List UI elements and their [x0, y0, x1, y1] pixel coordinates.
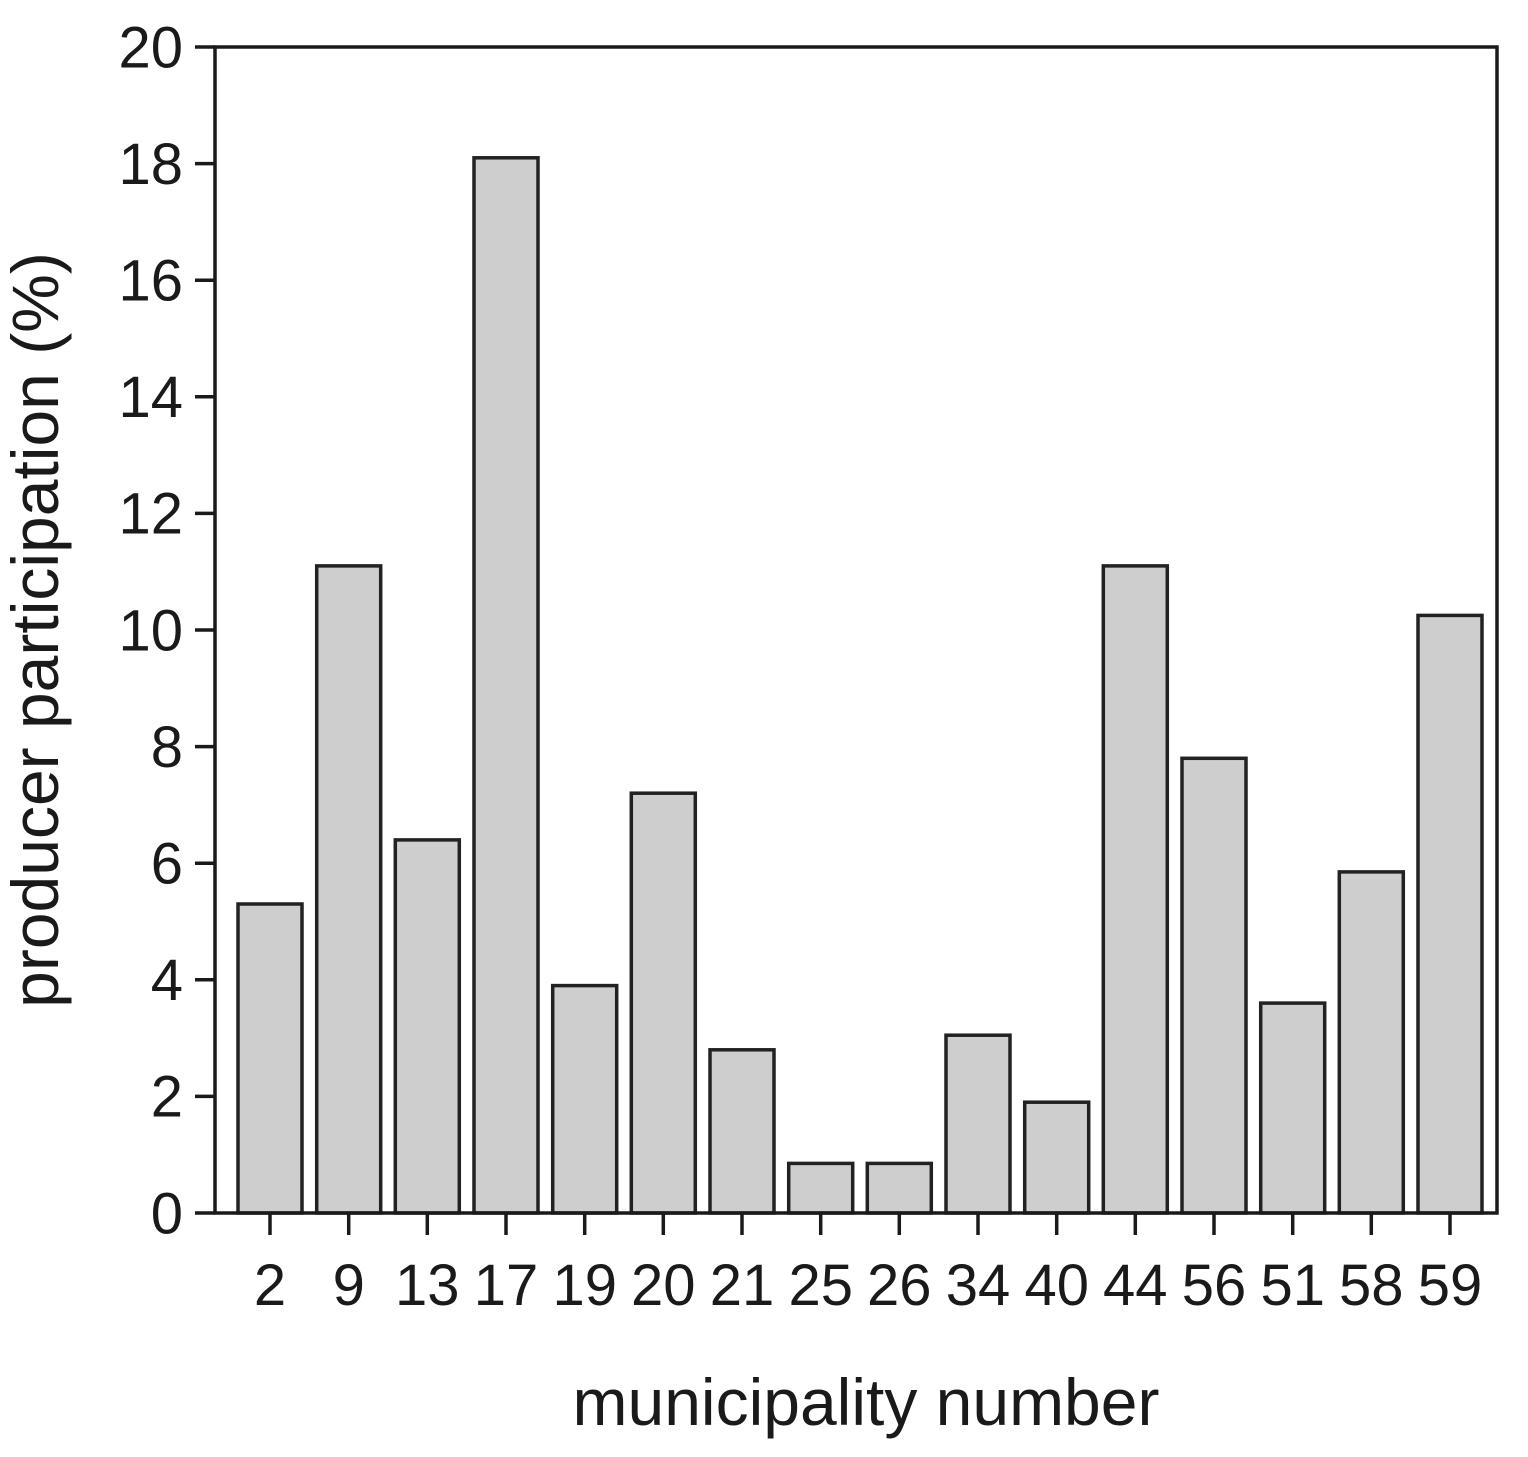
x-tick-label: 17	[474, 1253, 539, 1318]
bar-26	[865, 1161, 934, 1215]
y-tick-label: 12	[118, 482, 183, 547]
x-tick-label: 56	[1182, 1253, 1247, 1318]
y-tick-label: 2	[151, 1065, 183, 1130]
bar-17	[472, 156, 540, 1215]
y-tick-label: 14	[118, 365, 183, 430]
bar-59	[1416, 613, 1484, 1215]
bar-19	[550, 983, 619, 1215]
x-tick-label: 19	[552, 1253, 617, 1318]
bar-40	[1022, 1100, 1091, 1215]
bar-13	[393, 838, 462, 1215]
y-tick-label: 18	[118, 132, 183, 197]
x-tick-label: 44	[1103, 1253, 1168, 1318]
y-tick-label: 16	[118, 249, 183, 314]
x-tick-label: 59	[1418, 1253, 1483, 1318]
y-tick-label: 4	[151, 948, 183, 1013]
x-tick-label: 21	[710, 1253, 775, 1318]
x-tick-label: 20	[631, 1253, 696, 1318]
bar-51	[1258, 1001, 1327, 1215]
bar-56	[1180, 756, 1248, 1215]
bars-layer	[236, 156, 1484, 1215]
bar-2	[236, 902, 304, 1215]
bar-9	[314, 564, 383, 1215]
bar-44	[1101, 564, 1170, 1215]
x-tick-label: 34	[946, 1253, 1011, 1318]
x-tick-label: 9	[333, 1253, 365, 1318]
x-tick-label: 25	[788, 1253, 853, 1318]
y-tick-label: 8	[151, 715, 183, 780]
bar-20	[629, 791, 698, 1215]
x-tick-label: 40	[1024, 1253, 1089, 1318]
x-tick-label: 2	[254, 1253, 286, 1318]
y-tick-label: 10	[118, 598, 183, 663]
bar-21	[708, 1048, 776, 1215]
x-tick-label: 58	[1339, 1253, 1404, 1318]
y-tick-label: 20	[118, 15, 183, 80]
y-axis-title: producer participation (%)	[0, 252, 72, 1008]
x-tick-label: 13	[395, 1253, 460, 1318]
y-tick-label: 0	[151, 1181, 183, 1246]
y-tick-label: 6	[151, 832, 183, 897]
bar-25	[786, 1161, 855, 1215]
x-tick-label: 51	[1260, 1253, 1325, 1318]
x-tick-label: 26	[867, 1253, 932, 1318]
bar-58	[1337, 870, 1406, 1215]
bar-34	[944, 1033, 1012, 1215]
x-axis-title: municipality number	[573, 1365, 1160, 1439]
